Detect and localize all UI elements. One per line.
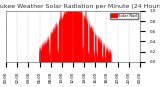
Legend: Solar Rad: Solar Rad: [110, 13, 138, 19]
Title: Milwaukee Weather Solar Radiation per Minute (24 Hours): Milwaukee Weather Solar Radiation per Mi…: [0, 4, 160, 9]
